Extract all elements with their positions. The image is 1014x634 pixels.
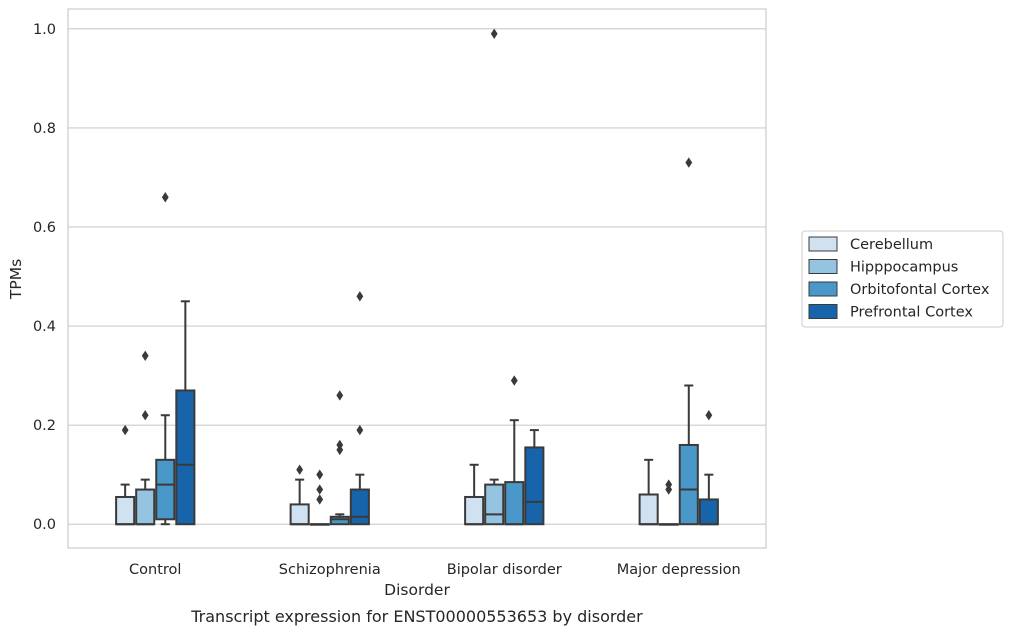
box-iqr xyxy=(464,495,485,526)
box-prefrontal-cortex xyxy=(349,291,370,526)
x-axis-label: Disorder xyxy=(384,581,450,599)
y-tick-label: 0.8 xyxy=(33,121,56,137)
box-orbitofontal-cortex xyxy=(504,375,525,526)
outlier-point xyxy=(141,350,149,361)
outlier-point xyxy=(121,424,129,436)
legend-label: Orbitofontal Cortex xyxy=(850,282,990,298)
box-iqr xyxy=(135,488,156,526)
legend-swatch xyxy=(808,259,838,274)
outlier-point xyxy=(141,410,149,421)
legend-label: Cerebellum xyxy=(850,237,933,253)
box-prefrontal-cortex xyxy=(524,429,545,526)
outlier-point xyxy=(336,439,344,451)
outlier-point xyxy=(705,410,713,421)
box-iqr xyxy=(678,443,699,526)
box-hipppocampus xyxy=(309,469,330,526)
x-tick-labels: Control Schizophrenia Bipolar disorder Majo… xyxy=(129,562,741,578)
box-hipppocampus xyxy=(135,350,156,526)
legend: Cerebellum Hipppocampus Orbitofontal Corte… xyxy=(801,230,1004,328)
box-cerebellum xyxy=(289,464,310,526)
box-iqr xyxy=(155,458,176,521)
box-orbitofontal-cortex xyxy=(678,157,699,526)
box-hipppocampus xyxy=(484,28,505,526)
x-tick-label: Bipolar disorder xyxy=(447,562,562,578)
box-prefrontal-cortex xyxy=(175,300,196,526)
legend-frame xyxy=(801,230,1004,328)
outlier-point xyxy=(316,469,324,480)
box-iqr xyxy=(524,446,545,526)
outlier-point xyxy=(685,157,693,168)
outlier-point xyxy=(490,28,498,39)
y-tick-label: 0.4 xyxy=(33,319,56,335)
y-tick-label: 0.6 xyxy=(33,220,56,236)
legend-swatch xyxy=(808,281,838,297)
y-tick-label: 0.0 xyxy=(33,517,56,533)
legend-items: Cerebellum Hipppocampus Orbitofontal Corte… xyxy=(808,236,990,321)
legend-swatch xyxy=(808,236,838,252)
x-tick-label: Schizophrenia xyxy=(279,562,381,578)
legend-swatch xyxy=(808,304,838,319)
box-series-layer xyxy=(115,28,719,526)
box-iqr xyxy=(329,515,350,526)
box-iqr xyxy=(175,389,196,526)
gridlines xyxy=(68,28,766,525)
box-cerebellum xyxy=(464,463,485,526)
y-tick-label: 1.0 xyxy=(33,22,56,38)
outlier-point xyxy=(296,464,304,475)
box-hipppocampus xyxy=(658,479,679,526)
legend-label: Prefrontal Cortex xyxy=(850,305,973,321)
outlier-point xyxy=(356,424,364,436)
y-axis-label: TPMs xyxy=(7,259,25,300)
box-iqr xyxy=(349,488,370,526)
y-tick-labels: 0.0 0.2 0.4 0.6 0.8 1.0 xyxy=(33,22,56,533)
legend-label: Hipppocampus xyxy=(850,260,958,276)
x-tick-label: Control xyxy=(129,562,181,578)
box-orbitofontal-cortex xyxy=(155,192,176,526)
plot-area-frame xyxy=(67,8,767,549)
outlier-point xyxy=(356,291,364,302)
box-iqr xyxy=(115,495,136,526)
outlier-point xyxy=(665,479,673,490)
outlier-point xyxy=(161,192,169,203)
outlier-point xyxy=(510,375,518,386)
box-cerebellum xyxy=(638,458,659,526)
box-prefrontal-cortex xyxy=(698,410,719,526)
box-iqr xyxy=(698,498,719,526)
outlier-point xyxy=(336,390,344,401)
box-iqr xyxy=(289,503,310,526)
box-iqr xyxy=(484,483,505,526)
figure-caption: Transcript expression for ENST0000055365… xyxy=(190,607,643,626)
box-orbitofontal-cortex xyxy=(329,390,350,526)
outlier-point xyxy=(316,494,324,505)
outlier-point xyxy=(316,484,324,495)
box-cerebellum xyxy=(115,424,136,526)
box-iqr xyxy=(504,481,525,526)
box-iqr xyxy=(638,493,659,526)
y-tick-label: 0.2 xyxy=(33,418,56,434)
x-tick-label: Major depression xyxy=(617,562,741,578)
